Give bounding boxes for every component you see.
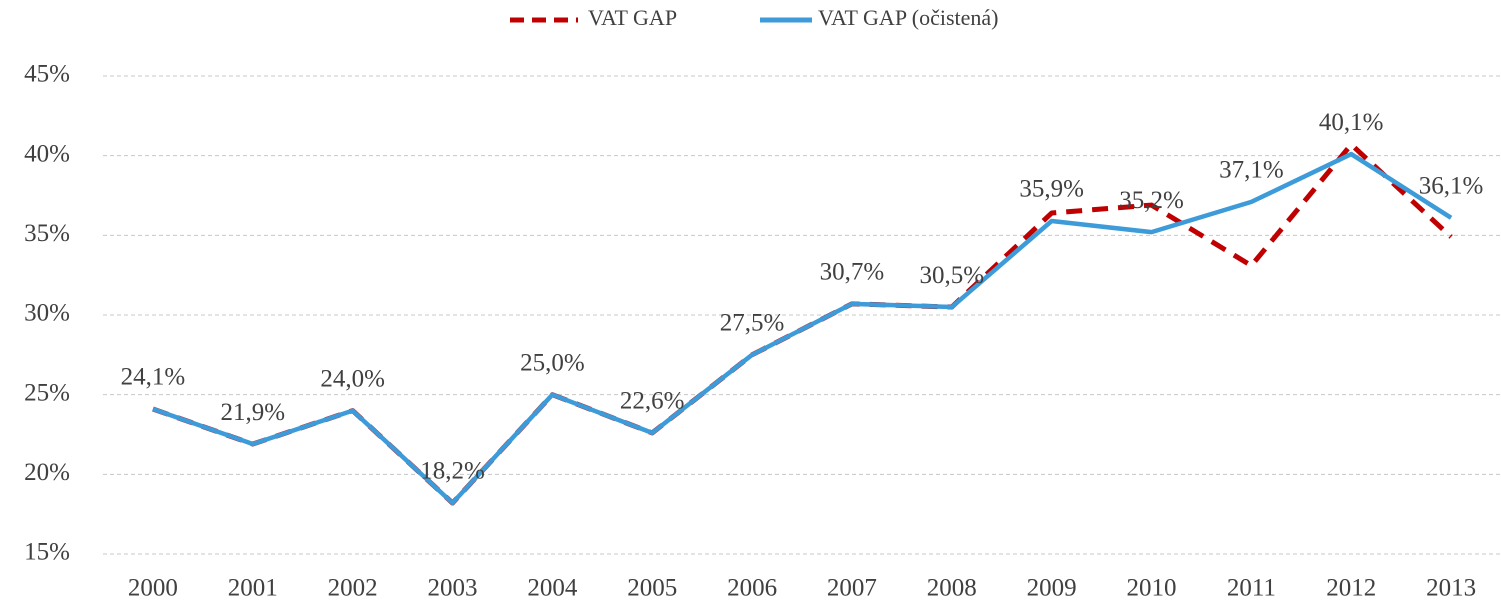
x-tick-label: 2004 [527,575,578,602]
x-tick-label: 2008 [927,575,977,602]
data-label: 35,2% [1119,187,1184,214]
data-label: 24,1% [121,364,186,391]
x-tick-label: 2003 [428,575,478,602]
x-tick-label: 2012 [1326,575,1376,602]
y-tick-label: 15% [24,539,70,566]
data-label: 30,5% [919,262,984,289]
x-tick-label: 2002 [328,575,378,602]
x-tick-label: 2007 [827,575,877,602]
y-tick-label: 40% [24,140,70,167]
series-line [152,151,1453,506]
x-tick-label: 2011 [1227,575,1276,602]
y-tick-label: 20% [24,459,70,486]
data-label: 24,0% [320,365,385,392]
x-tick-label: 2000 [128,575,178,602]
data-label: 22,6% [620,388,685,415]
data-label: 36,1% [1419,173,1484,200]
x-tick-label: 2010 [1127,575,1177,602]
data-label: 18,2% [420,458,485,485]
legend-label: VAT GAP [588,5,677,30]
legend-label: VAT GAP (očistená) [818,5,998,30]
y-tick-label: 35% [24,220,70,247]
data-label: 35,9% [1019,176,1084,203]
data-label: 30,7% [820,259,885,286]
x-tick-label: 2005 [627,575,677,602]
y-tick-label: 25% [24,379,70,406]
x-tick-label: 2001 [228,575,278,602]
data-label: 21,9% [220,399,285,426]
x-tick-label: 2009 [1027,575,1077,602]
data-label: 37,1% [1219,157,1284,184]
x-tick-label: 2006 [727,575,777,602]
y-tick-label: 45% [24,61,70,88]
data-label: 27,5% [720,310,785,337]
x-tick-label: 2013 [1426,575,1476,602]
data-label: 25,0% [520,349,585,376]
y-tick-label: 30% [24,300,70,327]
data-label: 40,1% [1319,109,1384,136]
